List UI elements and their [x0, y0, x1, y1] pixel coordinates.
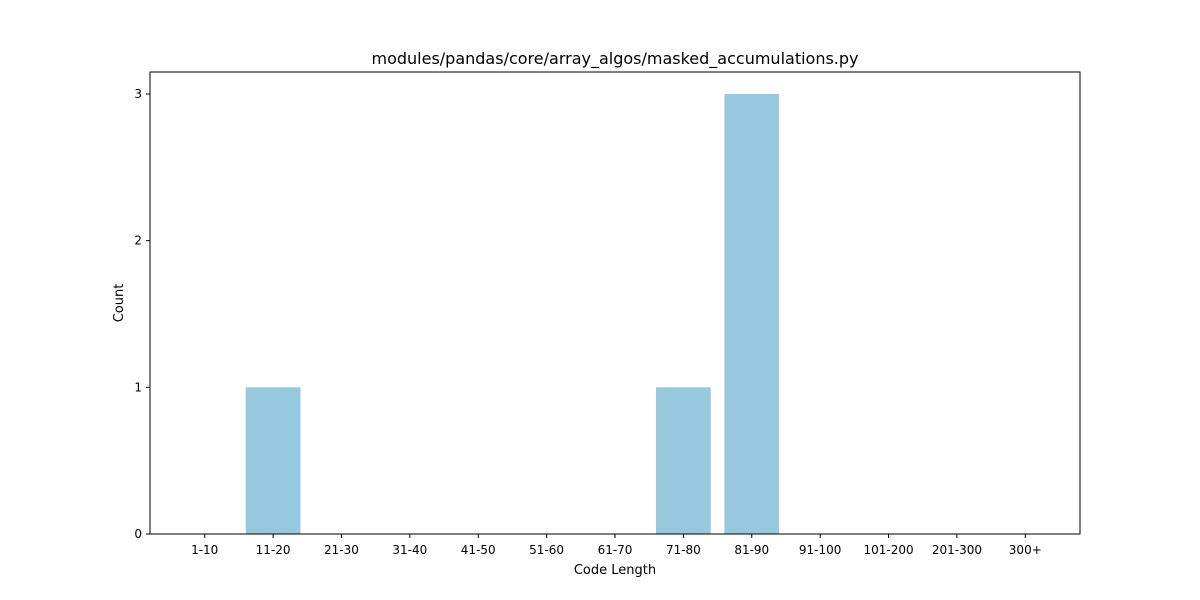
- x-tick-label: 31-40: [392, 543, 427, 557]
- y-tick-label: 3: [134, 87, 142, 101]
- x-tick-label: 41-50: [461, 543, 496, 557]
- x-axis-label: Code Length: [574, 563, 656, 578]
- x-tick-label: 91-100: [799, 543, 842, 557]
- x-tick-label: 201-300: [932, 543, 982, 557]
- chart-title: modules/pandas/core/array_algos/masked_a…: [371, 49, 858, 69]
- x-tick-label: 71-80: [666, 543, 701, 557]
- x-tick-label: 61-70: [598, 543, 633, 557]
- y-axis-ticks: 0 1 2 3: [134, 87, 150, 541]
- bar-81-90: [724, 94, 780, 534]
- y-tick-label: 2: [134, 234, 142, 248]
- bar-71-80: [656, 387, 711, 534]
- y-tick-label: 0: [134, 527, 142, 541]
- x-tick-label: 51-60: [529, 543, 564, 557]
- x-tick-label: 101-200: [863, 543, 913, 557]
- x-tick-label: 300+: [1009, 543, 1042, 557]
- x-tick-label: 1-10: [191, 543, 218, 557]
- x-tick-label: 11-20: [256, 543, 291, 557]
- y-tick-label: 1: [134, 380, 142, 394]
- y-axis-label: Count: [112, 284, 127, 323]
- bars-group: [245, 94, 780, 534]
- x-tick-label: 21-30: [324, 543, 359, 557]
- x-tick-label: 81-90: [734, 543, 769, 557]
- bar-11-20: [245, 387, 301, 534]
- x-axis-ticks: 1-10 11-20 21-30 31-40 41-50 51-60 61-70 71-80 8…: [191, 534, 1042, 557]
